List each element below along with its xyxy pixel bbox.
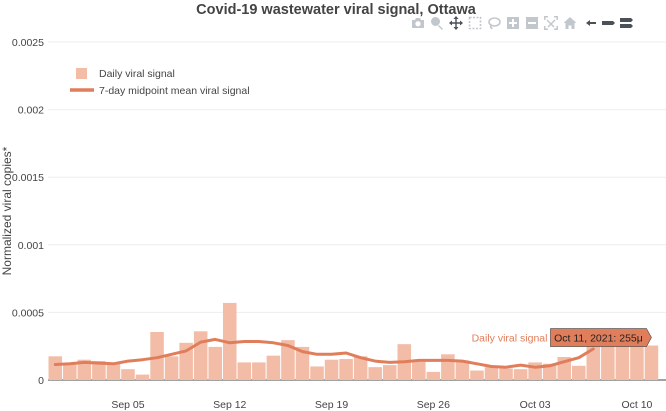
- autoscale-icon[interactable]: [541, 14, 560, 32]
- daily-bar[interactable]: [571, 365, 586, 380]
- daily-bar[interactable]: [441, 354, 455, 380]
- y-tick-label: 0.001: [18, 240, 44, 252]
- daily-bar[interactable]: [513, 369, 528, 380]
- hover-compare-icon[interactable]: [617, 14, 636, 32]
- spike-lines-icon[interactable]: [579, 14, 598, 32]
- y-axis-label: Normalized viral copies*: [0, 146, 14, 275]
- daily-bar[interactable]: [63, 364, 77, 380]
- daily-bar[interactable]: [281, 340, 295, 380]
- daily-bar[interactable]: [324, 359, 339, 380]
- daily-bar[interactable]: [382, 365, 397, 380]
- zoom-icon[interactable]: [427, 14, 446, 32]
- y-tick-label: 0.0005: [12, 307, 44, 319]
- hover-closest-icon[interactable]: [598, 14, 617, 32]
- daily-bar[interactable]: [252, 362, 266, 380]
- hover-series-name: Daily viral signal: [472, 333, 548, 345]
- daily-bar[interactable]: [412, 361, 426, 380]
- daily-bar[interactable]: [48, 356, 63, 380]
- y-tick-labels: 0 0.0005 0.001 0.0015 0.002 0.0025: [12, 37, 44, 387]
- legend-item-daily[interactable]: Daily viral signal: [99, 68, 175, 80]
- legend-item-mean[interactable]: 7-day midpoint mean viral signal: [99, 85, 250, 97]
- daily-bar[interactable]: [121, 369, 135, 380]
- legend-bar-swatch: [76, 68, 87, 79]
- daily-bar[interactable]: [237, 362, 252, 380]
- daily-bars[interactable]: [48, 302, 659, 380]
- daily-bar[interactable]: [339, 359, 353, 380]
- daily-bar[interactable]: [106, 363, 121, 380]
- x-tick-labels: Sep 05 Sep 12 Sep 19 Sep 26 Oct 03 Oct 10: [111, 399, 652, 411]
- hover-value: Oct 11, 2021: 255μ: [554, 333, 643, 345]
- daily-bar[interactable]: [266, 355, 281, 380]
- daily-bar[interactable]: [193, 331, 208, 380]
- daily-bar[interactable]: [499, 368, 513, 380]
- daily-bar[interactable]: [368, 367, 382, 380]
- x-tick-label: Sep 12: [213, 399, 246, 411]
- daily-bar[interactable]: [615, 345, 630, 380]
- y-tick-label: 0.0015: [12, 172, 44, 184]
- pan-icon[interactable]: [446, 14, 465, 32]
- chart-title: Covid-19 wastewater viral signal, Ottawa: [196, 2, 477, 18]
- lasso-select-icon[interactable]: [484, 14, 503, 32]
- daily-bar[interactable]: [630, 345, 644, 380]
- daily-bar[interactable]: [542, 363, 557, 380]
- daily-bar[interactable]: [310, 366, 324, 380]
- daily-bar[interactable]: [470, 370, 484, 380]
- x-tick-label: Oct 10: [621, 399, 652, 411]
- mean-line-path[interactable]: [53, 337, 595, 369]
- y-tick-label: 0.0025: [12, 37, 44, 49]
- box-select-icon[interactable]: [465, 14, 484, 32]
- x-tick-label: Sep 26: [417, 399, 450, 411]
- daily-bar[interactable]: [426, 371, 441, 380]
- zoom-out-icon[interactable]: [522, 14, 541, 32]
- x-tick-label: Sep 19: [315, 399, 348, 411]
- mean-line[interactable]: [53, 337, 595, 369]
- daily-bar[interactable]: [150, 332, 164, 380]
- x-tick-label: Sep 05: [111, 399, 144, 411]
- x-tick-label: Oct 03: [520, 399, 551, 411]
- camera-icon[interactable]: [408, 14, 427, 32]
- daily-bar[interactable]: [484, 367, 499, 380]
- daily-bar[interactable]: [295, 346, 310, 380]
- daily-bar[interactable]: [353, 356, 368, 380]
- daily-bar[interactable]: [455, 360, 470, 380]
- daily-bar[interactable]: [586, 345, 601, 380]
- daily-bar[interactable]: [644, 345, 659, 380]
- y-tick-label: 0.002: [18, 105, 44, 117]
- home-icon[interactable]: [560, 14, 579, 32]
- legend[interactable]: Daily viral signal 7-day midpoint mean v…: [70, 68, 250, 97]
- daily-bar[interactable]: [208, 346, 222, 380]
- hover-label: Oct 11, 2021: 255μ Daily viral signal: [472, 328, 652, 347]
- zoom-in-icon[interactable]: [503, 14, 522, 32]
- daily-bar[interactable]: [601, 345, 615, 380]
- daily-bar[interactable]: [135, 374, 150, 380]
- hover-box: [550, 328, 652, 347]
- daily-bar[interactable]: [164, 356, 179, 380]
- y-tick-label: 0: [38, 375, 44, 387]
- plot-toolbar: [408, 14, 636, 32]
- daily-bar[interactable]: [77, 359, 92, 380]
- daily-bar[interactable]: [92, 361, 106, 380]
